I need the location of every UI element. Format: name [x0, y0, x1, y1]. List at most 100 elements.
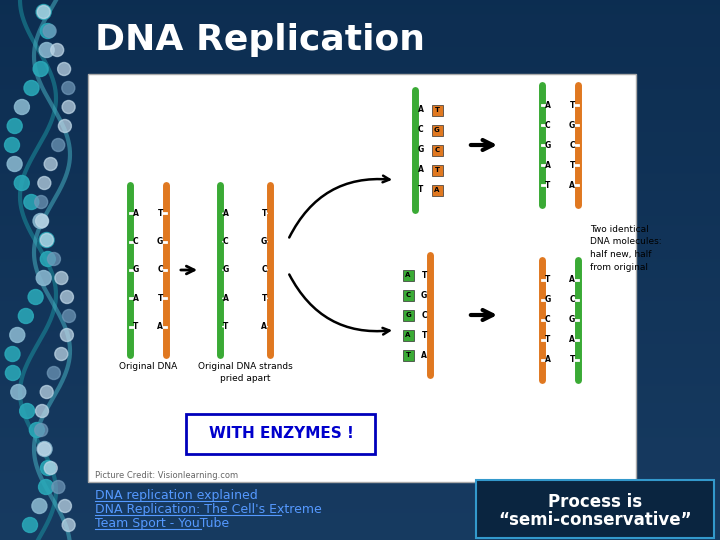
Circle shape	[52, 138, 65, 152]
Circle shape	[58, 63, 71, 76]
Circle shape	[24, 194, 39, 210]
Circle shape	[40, 252, 55, 267]
Circle shape	[38, 177, 51, 190]
Text: G: G	[133, 266, 139, 274]
Text: Team Sport - YouTube: Team Sport - YouTube	[95, 517, 229, 530]
Text: G: G	[545, 295, 552, 305]
Text: T: T	[133, 322, 138, 331]
Text: C: C	[421, 310, 427, 320]
Circle shape	[39, 233, 54, 247]
Text: C: C	[223, 237, 229, 246]
Circle shape	[35, 423, 48, 436]
FancyBboxPatch shape	[431, 185, 443, 195]
Text: G: G	[261, 237, 267, 246]
Circle shape	[62, 518, 75, 531]
Text: G: G	[569, 315, 575, 325]
Circle shape	[44, 158, 57, 171]
Text: T: T	[261, 294, 267, 303]
Circle shape	[43, 24, 56, 37]
FancyBboxPatch shape	[402, 329, 413, 341]
Circle shape	[28, 289, 43, 305]
Circle shape	[63, 309, 76, 322]
Text: G: G	[569, 120, 575, 130]
Text: A: A	[418, 165, 424, 174]
Text: T: T	[422, 271, 427, 280]
Circle shape	[35, 195, 48, 208]
FancyBboxPatch shape	[431, 105, 443, 116]
Circle shape	[14, 99, 30, 114]
Circle shape	[14, 176, 30, 191]
Circle shape	[36, 4, 51, 19]
Text: C: C	[133, 237, 139, 246]
Circle shape	[32, 498, 47, 514]
Circle shape	[62, 100, 75, 113]
Text: T: T	[545, 275, 550, 285]
Text: G: G	[418, 145, 424, 154]
Circle shape	[5, 347, 20, 361]
FancyBboxPatch shape	[431, 165, 443, 176]
Circle shape	[48, 253, 60, 266]
Circle shape	[60, 328, 73, 341]
Circle shape	[22, 517, 37, 532]
Text: A: A	[157, 322, 163, 331]
Circle shape	[62, 82, 75, 94]
Text: A: A	[418, 105, 424, 114]
Text: G: G	[405, 312, 411, 318]
Text: A: A	[434, 187, 440, 193]
FancyBboxPatch shape	[88, 74, 636, 482]
Text: C: C	[158, 266, 163, 274]
Text: “semi-conservative”: “semi-conservative”	[498, 511, 692, 529]
Circle shape	[52, 481, 65, 494]
Circle shape	[37, 5, 50, 18]
Text: Picture Credit: Visionlearning.com: Picture Credit: Visionlearning.com	[95, 471, 238, 481]
Circle shape	[36, 271, 51, 286]
Text: DNA Replication: The Cell's Extreme: DNA Replication: The Cell's Extreme	[95, 503, 322, 516]
Circle shape	[48, 367, 60, 380]
Text: T: T	[570, 100, 575, 110]
Text: A: A	[405, 272, 410, 278]
Text: A: A	[545, 355, 551, 364]
Text: C: C	[418, 125, 423, 134]
Circle shape	[58, 119, 71, 132]
Text: G: G	[545, 140, 552, 150]
Circle shape	[5, 366, 20, 381]
Text: A: A	[133, 294, 139, 303]
Text: A: A	[405, 332, 410, 338]
Circle shape	[55, 272, 68, 285]
Text: C: C	[434, 147, 440, 153]
Text: C: C	[545, 120, 551, 130]
Circle shape	[33, 213, 48, 228]
Circle shape	[7, 157, 22, 172]
FancyBboxPatch shape	[402, 309, 413, 321]
Text: C: C	[261, 266, 267, 274]
Circle shape	[39, 480, 53, 495]
FancyBboxPatch shape	[431, 125, 443, 136]
Circle shape	[60, 291, 73, 303]
FancyBboxPatch shape	[402, 289, 413, 300]
Circle shape	[10, 327, 24, 342]
Text: T: T	[545, 335, 550, 345]
FancyBboxPatch shape	[186, 414, 375, 454]
Text: T: T	[223, 322, 228, 331]
Circle shape	[40, 233, 53, 246]
Text: C: C	[570, 140, 575, 150]
Text: T: T	[158, 294, 163, 303]
Text: G: G	[420, 291, 427, 300]
Circle shape	[35, 404, 48, 417]
Circle shape	[50, 44, 63, 57]
Circle shape	[55, 348, 68, 361]
Text: T: T	[158, 209, 163, 218]
Circle shape	[7, 118, 22, 133]
Text: C: C	[570, 295, 575, 305]
Text: G: G	[157, 237, 163, 246]
Text: C: C	[545, 315, 551, 325]
Circle shape	[33, 62, 48, 77]
Circle shape	[30, 422, 45, 437]
Circle shape	[35, 214, 48, 227]
Text: T: T	[570, 160, 575, 170]
Text: A: A	[569, 335, 575, 345]
Text: T: T	[422, 330, 427, 340]
Circle shape	[40, 386, 53, 399]
Text: Two identical
DNA molecules:
half new, half
from original: Two identical DNA molecules: half new, h…	[590, 225, 662, 272]
Circle shape	[19, 403, 35, 418]
